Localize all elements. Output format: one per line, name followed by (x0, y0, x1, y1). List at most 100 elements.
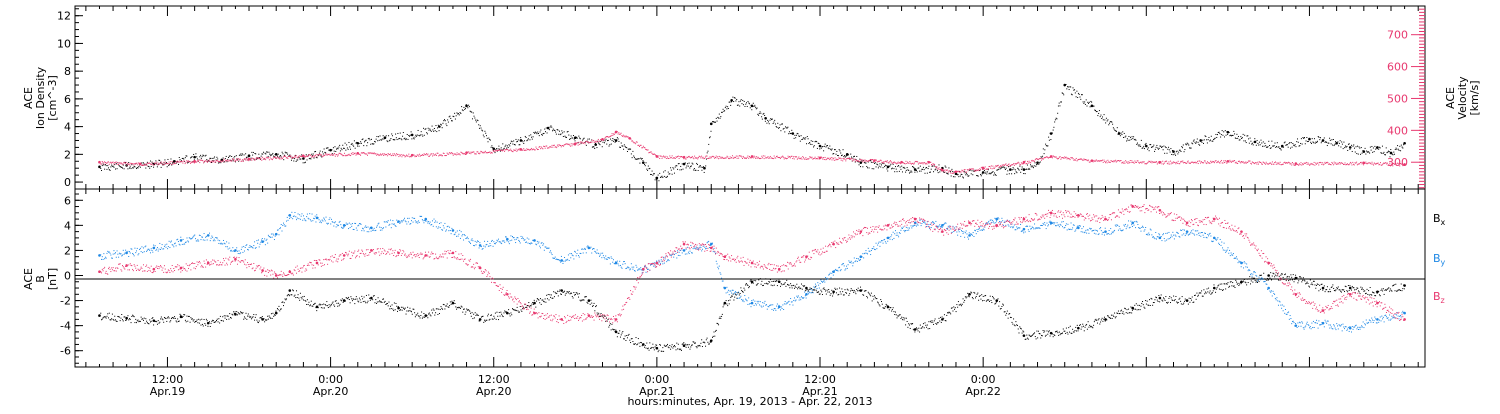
trace-dot (598, 139, 599, 140)
trace-dot (559, 131, 560, 132)
trace-dot (457, 152, 458, 153)
trace-dot (563, 136, 564, 137)
trace-dot (902, 319, 903, 320)
trace-dot (1300, 143, 1301, 144)
trace-dot (467, 107, 468, 108)
trace-dot (1148, 147, 1149, 148)
trace-dot (314, 156, 315, 157)
trace-dot (163, 322, 164, 323)
trace-dot (935, 166, 936, 167)
trace-dot (1180, 150, 1181, 151)
trace-dot (430, 155, 431, 156)
trace-dot (522, 140, 523, 141)
trace-dot (1133, 136, 1134, 137)
trace-dot (415, 316, 416, 317)
trace-dot (696, 347, 697, 348)
trace-dot (409, 310, 410, 311)
trace-dot (666, 345, 667, 346)
trace-dot (636, 337, 637, 338)
trace-dot (1332, 145, 1333, 146)
trace-dot (658, 351, 659, 352)
trace-dot (407, 134, 408, 135)
trace-dot (726, 106, 727, 107)
trace-dot (1091, 102, 1092, 103)
data-point (533, 302, 536, 305)
trace-dot (1355, 152, 1356, 153)
trace-dot (818, 156, 819, 157)
trace-dot (438, 309, 439, 310)
trace-dot (741, 99, 742, 100)
trace-dot (895, 312, 896, 313)
trace-dot (278, 154, 279, 155)
trace-dot (1187, 161, 1188, 162)
trace-dot (860, 166, 861, 167)
trace-dot (788, 157, 789, 158)
trace-dot (872, 168, 873, 169)
trace-dot (531, 137, 532, 138)
trace-dot (103, 164, 104, 165)
y-tick-label: 12 (57, 10, 71, 23)
trace-dot (1246, 163, 1247, 164)
trace-dot (901, 166, 902, 167)
trace-dot (1048, 137, 1049, 138)
data-point (234, 313, 237, 316)
trace-dot (545, 131, 546, 132)
trace-dot (440, 154, 441, 155)
trace-dot (799, 287, 800, 288)
trace-dot (338, 148, 339, 149)
trace-dot (483, 135, 484, 136)
data-point (125, 317, 128, 320)
trace-dot (130, 166, 131, 167)
trace-dot (860, 287, 861, 288)
trace-dot (1382, 165, 1383, 166)
trace-dot (908, 170, 909, 171)
trace-dot (459, 114, 460, 115)
trace-dot (743, 288, 744, 289)
trace-dot (873, 299, 874, 300)
trace-dot (170, 320, 171, 321)
trace-dot (1328, 143, 1329, 144)
trace-dot (689, 167, 690, 168)
trace-dot (1169, 164, 1170, 165)
trace-dot (253, 314, 254, 315)
trace-dot (1177, 153, 1178, 154)
trace-dot (789, 156, 790, 157)
data-point (384, 136, 387, 139)
trace-dot (540, 148, 541, 149)
trace-dot (710, 156, 711, 157)
trace-dot (220, 316, 221, 317)
trace-dot (606, 139, 607, 140)
trace-dot (534, 300, 535, 301)
trace-dot (268, 156, 269, 157)
trace-dot (169, 164, 170, 165)
trace-dot (545, 298, 546, 299)
trace-dot (841, 288, 842, 289)
trace-dot (669, 158, 670, 159)
trace-dot (823, 288, 824, 289)
trace-dot (225, 318, 226, 319)
trace-dot (234, 161, 235, 162)
trace-dot (1332, 163, 1333, 164)
trace-dot (350, 302, 351, 303)
trace-dot (1110, 162, 1111, 163)
trace-dot (1208, 139, 1209, 140)
trace-dot (1243, 140, 1244, 141)
trace-dot (176, 320, 177, 321)
trace-dot (460, 154, 461, 155)
trace-dot (1020, 172, 1021, 173)
trace-dot (571, 145, 572, 146)
trace-dot (1047, 145, 1048, 146)
trace-dot (715, 122, 716, 123)
trace-dot (106, 316, 107, 317)
trace-dot (743, 156, 744, 157)
trace-dot (1046, 156, 1047, 157)
trace-dot (278, 309, 279, 310)
trace-dot (165, 161, 166, 162)
trace-dot (319, 304, 320, 305)
trace-dot (456, 154, 457, 155)
trace-dot (1199, 161, 1200, 162)
trace-dot (682, 163, 683, 164)
trace-dot (244, 316, 245, 317)
trace-dot (221, 162, 222, 163)
trace-dot (1175, 163, 1176, 164)
